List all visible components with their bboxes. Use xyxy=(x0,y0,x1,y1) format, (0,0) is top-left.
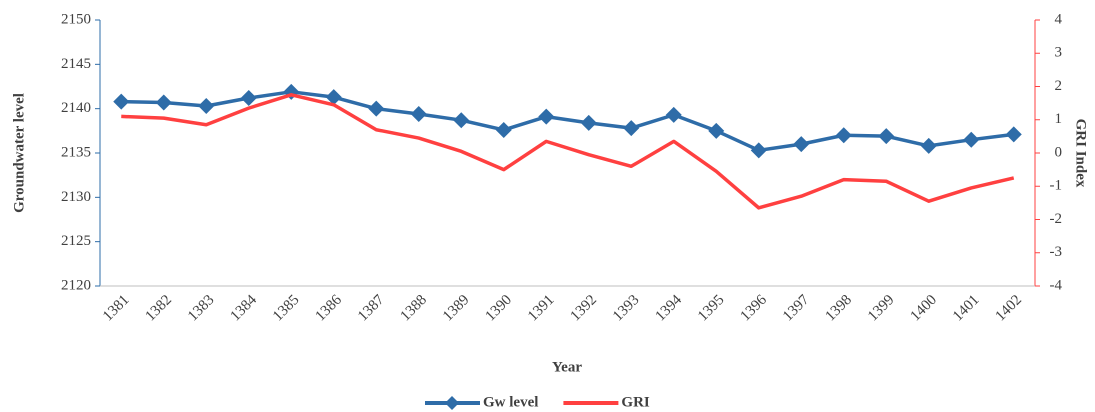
x-tick-label: 1391 xyxy=(525,292,558,325)
x-tick-label: 1386 xyxy=(312,292,345,325)
x-tick-label: 1394 xyxy=(652,292,685,325)
diamond-marker xyxy=(113,93,130,110)
x-tick-label: 1398 xyxy=(822,292,855,325)
diamond-marker xyxy=(538,108,555,125)
x-tick-label: 1396 xyxy=(737,292,770,325)
diamond-marker xyxy=(155,94,172,111)
x-tick-label: 1401 xyxy=(950,292,983,325)
y-tick-label: 2120 xyxy=(61,277,91,293)
y-tick-label: 2150 xyxy=(61,11,91,27)
diamond-marker xyxy=(580,114,597,131)
x-tick-label: 1381 xyxy=(100,292,133,325)
diamond-marker xyxy=(708,122,725,139)
y-tick-label: 2130 xyxy=(61,189,91,205)
y2-tick-label: -4 xyxy=(1050,277,1063,293)
x-tick-label: 1400 xyxy=(907,292,940,325)
x-tick-label: 1390 xyxy=(482,292,515,325)
diamond-marker xyxy=(410,105,427,122)
y2-tick-label: 4 xyxy=(1055,11,1063,27)
diamond-marker xyxy=(453,112,470,129)
x-tick-label: 1395 xyxy=(695,292,728,325)
series-line xyxy=(121,90,1014,153)
y2-tick-label: 3 xyxy=(1055,45,1063,61)
diamond-marker xyxy=(198,98,215,115)
y2-tick-label: -1 xyxy=(1050,178,1063,194)
x-tick-label: 1393 xyxy=(610,292,643,325)
diamond-marker xyxy=(1005,126,1022,143)
diamond-marker xyxy=(325,89,342,106)
diamond-marker xyxy=(495,121,512,138)
diamond-marker xyxy=(750,142,767,159)
x-tick-label: 1387 xyxy=(355,292,388,325)
x-tick-label: 1383 xyxy=(185,292,218,325)
legend-marker xyxy=(445,396,459,410)
x-tick-label: 1392 xyxy=(567,292,600,325)
y2-tick-label: -2 xyxy=(1050,211,1063,227)
x-tick-label: 1382 xyxy=(142,292,175,325)
y-tick-label: 2135 xyxy=(61,144,91,160)
diamond-marker xyxy=(665,106,682,123)
series-line xyxy=(121,93,1015,210)
diamond-marker xyxy=(963,131,980,148)
y2-tick-label: 0 xyxy=(1055,144,1063,160)
diamond-marker xyxy=(920,137,937,154)
x-tick-label: 1384 xyxy=(227,292,260,325)
diamond-marker xyxy=(878,128,895,145)
x-tick-label: 1399 xyxy=(865,292,898,325)
diamond-marker xyxy=(793,136,810,153)
diamond-marker xyxy=(835,127,852,144)
y2-tick-label: -3 xyxy=(1050,244,1063,260)
y-tick-label: 2145 xyxy=(61,56,91,72)
x-tick-label: 1389 xyxy=(440,292,473,325)
x-tick-label: 1397 xyxy=(780,292,813,325)
y2-tick-label: 2 xyxy=(1055,78,1063,94)
diamond-marker xyxy=(368,100,385,117)
legend-label: GRI xyxy=(621,394,650,410)
diamond-marker xyxy=(240,90,257,107)
x-tick-label: 1385 xyxy=(270,292,303,325)
y2-tick-label: 1 xyxy=(1055,111,1063,127)
y-tick-label: 2125 xyxy=(61,233,91,249)
y2-axis-title: GRI Index xyxy=(1073,119,1089,188)
x-axis-title: Year xyxy=(552,359,582,375)
legend-label: Gw level xyxy=(483,394,538,410)
y-tick-label: 2140 xyxy=(61,100,91,116)
y-axis-title: Groundwater level xyxy=(11,93,27,213)
x-tick-label: 1388 xyxy=(397,292,430,325)
diamond-marker xyxy=(623,120,640,137)
x-tick-label: 1402 xyxy=(992,292,1025,325)
